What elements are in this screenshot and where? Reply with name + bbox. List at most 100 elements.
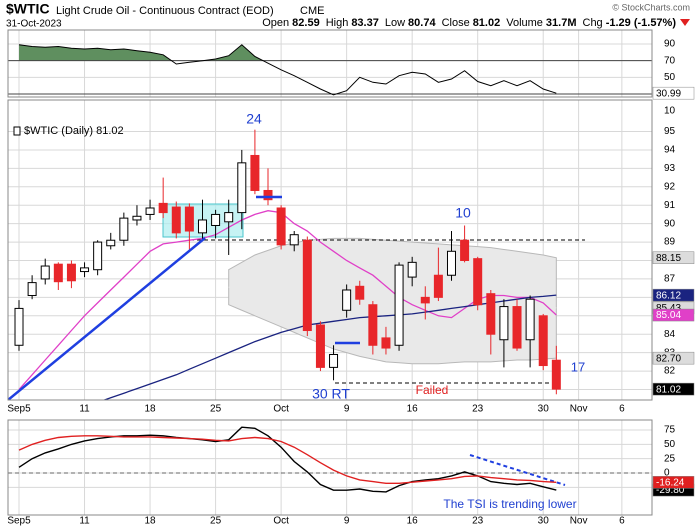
x-tick-label: 11 bbox=[79, 516, 90, 527]
down-arrow bbox=[680, 19, 690, 26]
stat-value: 83.37 bbox=[351, 17, 379, 29]
candle-body bbox=[119, 217, 129, 241]
candle-body bbox=[237, 162, 247, 214]
x-tick-label: 16 bbox=[407, 516, 419, 527]
candle-body bbox=[53, 263, 63, 283]
stat-label: Volume bbox=[506, 17, 543, 29]
stat-value: 81.02 bbox=[473, 17, 501, 29]
y-tick-label: 93 bbox=[664, 163, 676, 174]
y-tick-label: 50 bbox=[664, 72, 676, 83]
band-middle bbox=[228, 284, 557, 309]
indicator-line bbox=[18, 435, 557, 484]
candle-body bbox=[132, 215, 142, 221]
indicator-line bbox=[18, 44, 557, 96]
panel-border bbox=[7, 99, 653, 401]
x-tick-label: 11 bbox=[79, 404, 90, 415]
y-tick-label: 91 bbox=[664, 200, 676, 211]
candle-body bbox=[499, 306, 509, 341]
value-label-box bbox=[652, 288, 695, 302]
candle-body bbox=[407, 261, 417, 278]
candle-body bbox=[302, 239, 312, 332]
annotation: 17 bbox=[571, 359, 585, 374]
x-tick-label: 23 bbox=[472, 404, 484, 415]
legend-swatch bbox=[13, 126, 21, 136]
candle-body bbox=[486, 293, 496, 335]
candle-body bbox=[433, 274, 443, 298]
stat-label: High bbox=[326, 17, 349, 29]
y-tick-label: 82 bbox=[664, 366, 676, 377]
candle-body bbox=[224, 212, 234, 223]
y-tick-label: 95 bbox=[664, 126, 676, 137]
y-tick-label: 25 bbox=[664, 453, 676, 464]
panel bbox=[8, 100, 652, 400]
y-tick-label: 50 bbox=[664, 439, 676, 450]
value-label-box bbox=[652, 476, 695, 489]
trend-line bbox=[8, 237, 206, 400]
legend: $WTIC (Daily) 81.02 bbox=[24, 125, 124, 137]
candle-body bbox=[512, 306, 522, 349]
candle-body bbox=[66, 263, 76, 282]
value-label: 85.04 bbox=[656, 310, 681, 321]
candle-body bbox=[460, 239, 470, 262]
candle-body bbox=[263, 189, 273, 201]
x-tick-label: Oct bbox=[273, 516, 289, 527]
candle-body bbox=[342, 289, 352, 311]
stat-value: -1.29 (-1.57%) bbox=[606, 17, 677, 29]
candle-body bbox=[355, 285, 365, 300]
y-tick-label: 89 bbox=[664, 237, 676, 248]
x-tick-label: 30 bbox=[538, 404, 550, 415]
y-tick-label: 92 bbox=[664, 181, 676, 192]
value-label: 88.15 bbox=[656, 253, 681, 264]
exchange: CME bbox=[300, 5, 324, 17]
candle-body bbox=[93, 241, 103, 271]
value-label-box bbox=[652, 382, 695, 396]
candle-body bbox=[538, 315, 548, 367]
date: 31-Oct-2023 bbox=[6, 19, 62, 30]
panel-frame bbox=[8, 30, 652, 97]
indicator-line bbox=[18, 426, 557, 493]
value-label-box bbox=[652, 308, 695, 322]
value-label: 82.70 bbox=[656, 353, 681, 364]
x-tick-label: 18 bbox=[145, 404, 157, 415]
value-label: 30.99 bbox=[656, 88, 681, 99]
candle-body bbox=[145, 207, 155, 215]
value-label: 86.12 bbox=[656, 290, 681, 301]
annotation: The TSI is trending lower bbox=[443, 497, 576, 511]
y-tick-label: 87 bbox=[664, 274, 676, 285]
stat-value: 31.7M bbox=[546, 17, 577, 29]
value-label: 81.02 bbox=[656, 384, 681, 395]
symbol: $WTIC bbox=[6, 1, 50, 17]
x-tick-label: Sep5 bbox=[7, 516, 31, 527]
x-tick-label: 30 bbox=[538, 516, 550, 527]
value-label: -16.24 bbox=[656, 477, 685, 488]
panel bbox=[8, 30, 652, 97]
candle-body bbox=[80, 267, 90, 273]
candle-body bbox=[158, 202, 168, 214]
candle-body bbox=[420, 296, 430, 304]
stat-label: Close bbox=[442, 17, 470, 29]
candle-body bbox=[368, 304, 378, 346]
stat-label: Open bbox=[262, 17, 289, 29]
candle-body bbox=[394, 264, 404, 346]
y-tick-label: 94 bbox=[664, 145, 676, 156]
y-tick-label: 90 bbox=[664, 39, 676, 50]
candle-body bbox=[197, 219, 207, 234]
x-tick-label: 25 bbox=[210, 404, 222, 415]
candle-body bbox=[171, 206, 181, 234]
x-tick-label: 16 bbox=[407, 404, 419, 415]
y-tick-label: 84 bbox=[664, 329, 676, 340]
candle-body bbox=[551, 359, 561, 390]
candle-body bbox=[525, 298, 535, 341]
x-tick-label: 9 bbox=[344, 516, 350, 527]
candle-body bbox=[106, 239, 116, 247]
candle-body bbox=[473, 258, 483, 306]
x-tick-label: 6 bbox=[619, 516, 625, 527]
y-tick-label: 10 bbox=[664, 105, 676, 116]
candle-body bbox=[381, 337, 391, 349]
x-tick-label: 23 bbox=[472, 516, 484, 527]
panel-border bbox=[7, 29, 653, 98]
candle-body bbox=[289, 234, 299, 246]
stat-value: 82.59 bbox=[292, 17, 320, 29]
y-tick-label: 90 bbox=[664, 218, 676, 229]
